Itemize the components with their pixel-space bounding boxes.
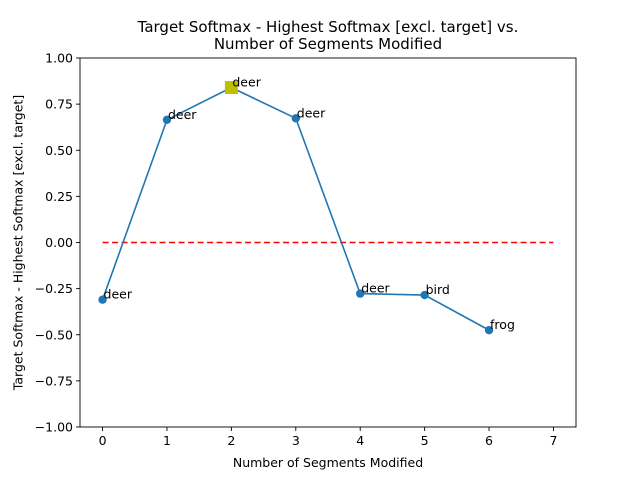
y-axis-label: Target Softmax - Highest Softmax [excl. … [10, 95, 25, 391]
x-tick-label: 5 [421, 433, 429, 448]
chart-title: Target Softmax - Highest Softmax [excl. … [137, 18, 519, 53]
y-tick-label: 0.25 [45, 189, 73, 204]
data-point [356, 289, 365, 298]
chart-title-line: Number of Segments Modified [214, 35, 442, 53]
y-axis: −1.00 −0.75 −0.50 −0.25 0.00 0.25 0.50 0.75 1.00 [35, 51, 80, 435]
x-axis-label: Number of Segments Modified [233, 455, 423, 470]
y-tick-label: −0.50 [35, 327, 73, 342]
x-tick-label: 1 [163, 433, 171, 448]
data-point [291, 114, 300, 123]
point-label: deer [168, 107, 197, 122]
x-tick-label: 6 [485, 433, 493, 448]
x-tick-label: 4 [356, 433, 364, 448]
x-tick-label: 3 [292, 433, 300, 448]
data-point [420, 290, 429, 300]
point-label: bird [426, 282, 450, 297]
point-label: deer [297, 105, 326, 120]
y-tick-label: 1.00 [45, 51, 73, 66]
x-tick-label: 2 [227, 433, 235, 448]
data-point [98, 295, 107, 304]
x-tick-label: 0 [99, 433, 107, 448]
y-tick-label: 0.00 [45, 235, 73, 250]
point-label: deer [232, 75, 261, 90]
highlight-marker [224, 81, 238, 95]
y-tick-label: −0.25 [35, 281, 73, 296]
x-axis: 0 1 2 3 4 5 6 7 [99, 427, 557, 448]
data-point [162, 115, 172, 125]
point-label: deer [361, 281, 390, 296]
y-tick-label: 0.50 [45, 143, 73, 158]
data-point [484, 325, 494, 335]
point-label: frog [490, 317, 515, 332]
x-tick-label: 7 [549, 433, 557, 448]
chart-title-line: Target Softmax - Highest Softmax [excl. … [137, 18, 519, 36]
y-tick-label: 0.75 [45, 97, 73, 112]
y-tick-label: −0.75 [35, 373, 73, 388]
y-tick-label: −1.00 [35, 420, 73, 435]
point-label: deer [104, 287, 133, 302]
plot-area: deer deer deer deer bird frog deer [79, 57, 577, 428]
